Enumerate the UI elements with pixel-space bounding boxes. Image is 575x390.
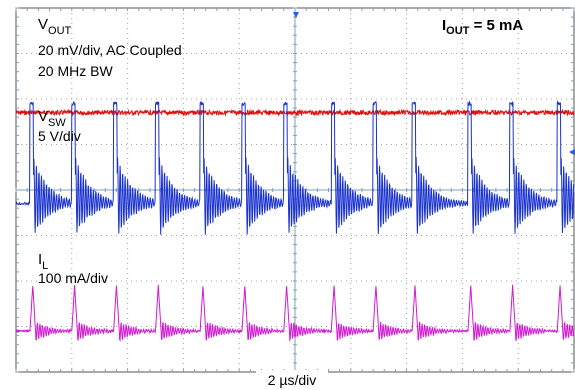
timebase-label-bg xyxy=(256,370,328,388)
trigger-level-marker-icon xyxy=(569,149,575,155)
trigger-marker-icon xyxy=(293,12,299,18)
vsw-scale-label: 5 V/div xyxy=(38,128,81,144)
vsw-channel-label: VSW xyxy=(38,108,66,129)
il-channel-label: IL xyxy=(38,251,48,272)
il-trace xyxy=(15,284,575,342)
vout-channel-label: VOUT xyxy=(38,16,72,37)
vout-trace xyxy=(15,108,575,117)
vsw-trace xyxy=(15,99,575,235)
scope-grid xyxy=(15,7,575,373)
output-current-label: IOUT = 5 mA xyxy=(442,17,523,37)
vout-scale-label: 20 mV/div, AC Coupled xyxy=(38,42,182,58)
il-scale-label: 100 mA/div xyxy=(38,270,108,286)
scope-traces xyxy=(15,99,575,342)
vout-bandwidth-label: 20 MHz BW xyxy=(38,63,113,79)
timebase-label: 2 µs/div xyxy=(268,372,317,388)
